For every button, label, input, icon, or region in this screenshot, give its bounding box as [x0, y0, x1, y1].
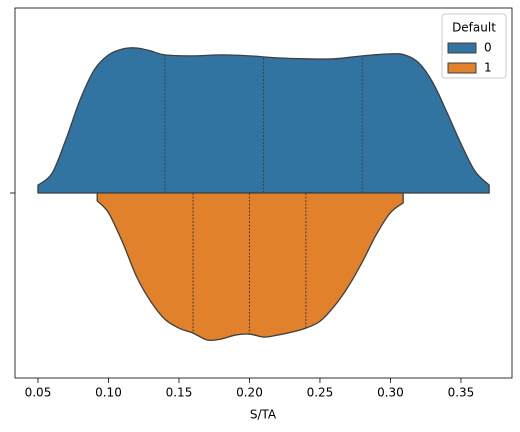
legend-label: 1: [484, 61, 492, 75]
legend-swatch: [447, 62, 477, 74]
x-tick-label: 0.05: [25, 386, 52, 400]
x-tick-label: 0.25: [307, 386, 334, 400]
x-tick-label: 0.30: [377, 386, 404, 400]
x-tick-label: 0.10: [95, 386, 122, 400]
violin-half: [96, 192, 404, 342]
legend-title: Default: [452, 21, 496, 35]
x-tick-label: 0.35: [448, 386, 475, 400]
legend-swatch: [447, 42, 477, 54]
x-tick-label: 0.20: [236, 386, 263, 400]
x-tick-label: 0.15: [166, 386, 193, 400]
legend-label: 0: [484, 41, 492, 55]
violin-half: [37, 47, 490, 194]
x-axis-label: S/TA: [250, 408, 277, 422]
